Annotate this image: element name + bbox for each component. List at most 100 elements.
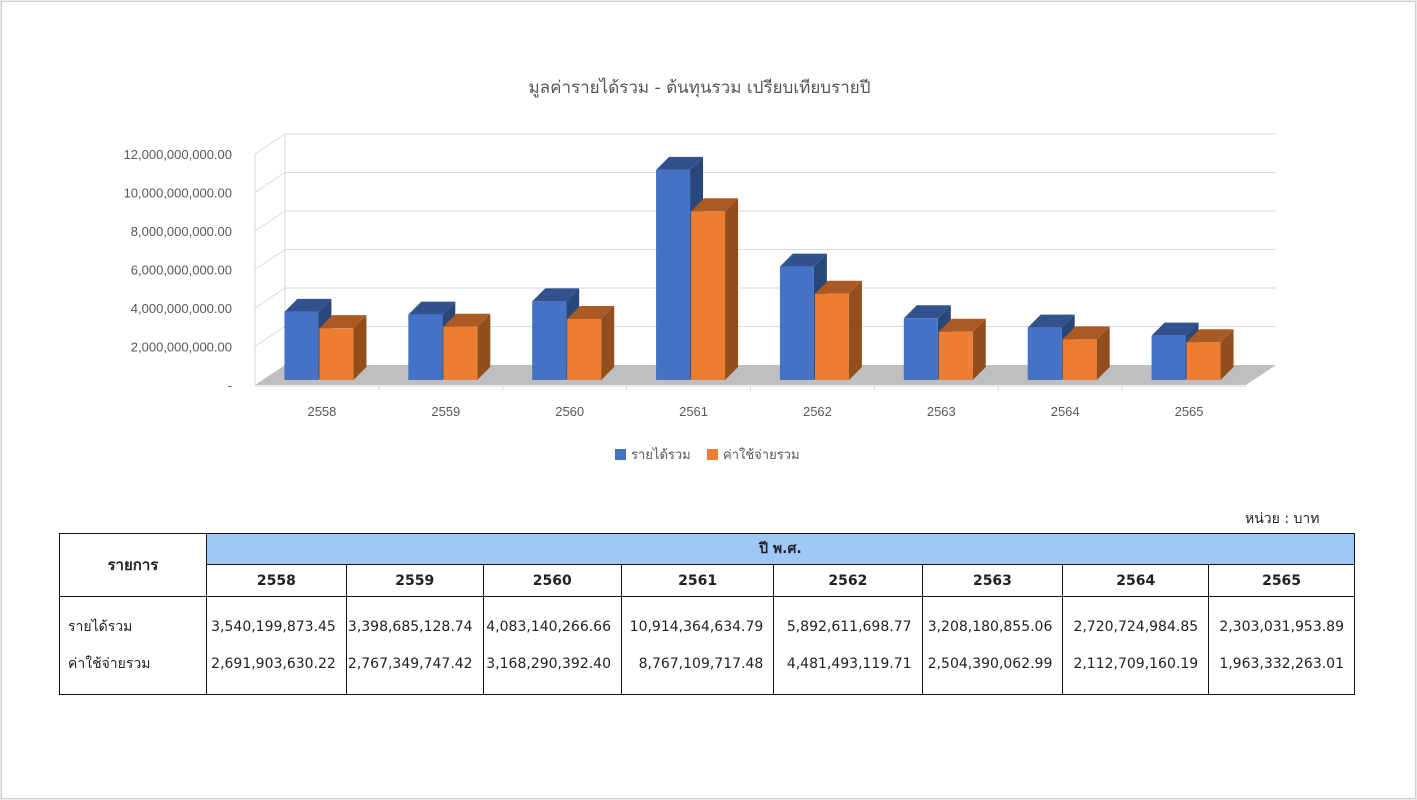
- x-axis-labels: 2558 2559 2560 2561 2562 2563 2564 2565: [307, 386, 1204, 419]
- bar-top: [903, 305, 951, 319]
- item-header: รายการ: [59, 533, 207, 597]
- expense-value: 2,504,390,062.99: [927, 655, 1053, 672]
- legend-swatch: [707, 449, 718, 460]
- y-tick-label: 4,000,000,000.00: [131, 301, 232, 316]
- bar-top: [532, 288, 580, 302]
- revenue-value: 10,914,364,634.79: [629, 618, 764, 635]
- revenue-value: 2,720,724,984.85: [1073, 618, 1199, 635]
- bar: [938, 331, 973, 380]
- y-tick-label: 12,000,000,000.00: [124, 147, 232, 162]
- x-tick-label: 2559: [431, 404, 460, 419]
- bars: [284, 156, 1234, 380]
- x-tick-label: 2558: [307, 404, 336, 419]
- table-cell: 2,303,031,953.89 1,963,332,263.01: [1208, 596, 1355, 695]
- y-tick-label: 8,000,000,000.00: [131, 224, 232, 239]
- gridline: [254, 210, 286, 232]
- bar: [1151, 335, 1186, 380]
- bar: [1062, 339, 1097, 380]
- bar-chart: - 2,000,000,000.00 4,000,000,000.00 6,000,0…: [124, 133, 1276, 463]
- row-label-expense: ค่าใช้จ่ายรวม: [68, 655, 151, 672]
- year-group-header: ปี พ.ศ.: [205, 533, 1356, 565]
- bar-side: [353, 315, 367, 380]
- gridline: [254, 133, 286, 155]
- bar-top: [1062, 326, 1110, 340]
- bar-top: [443, 313, 491, 327]
- legend-label: ค่าใช้จ่ายรวม: [723, 447, 800, 463]
- bar: [319, 328, 354, 380]
- data-table: รายการ ปี พ.ศ. 2558 2559 2560 2561 2562 …: [59, 533, 1356, 695]
- bar-side: [848, 280, 862, 380]
- bar-top: [319, 315, 367, 329]
- bar-side: [972, 318, 986, 380]
- year-header: 2565: [1208, 564, 1355, 597]
- year-header: 2560: [482, 564, 622, 597]
- bar: [443, 326, 478, 380]
- x-tick-label: 2560: [555, 404, 584, 419]
- expense-value: 2,767,349,747.42: [347, 655, 473, 672]
- table-cell: 3,540,199,873.45 2,691,903,630.22: [205, 596, 347, 695]
- table-cell: 5,892,611,698.77 4,481,493,119.71: [773, 596, 923, 695]
- bar: [1027, 327, 1062, 380]
- bar-top: [938, 318, 986, 332]
- x-tick-label: 2565: [1175, 404, 1204, 419]
- bar: [408, 314, 443, 380]
- y-tick-label: 6,000,000,000.00: [131, 263, 232, 278]
- revenue-value: 5,892,611,698.77: [786, 618, 912, 635]
- gridlines: [254, 133, 1276, 385]
- x-tick-label: 2563: [927, 404, 956, 419]
- bar: [656, 169, 691, 380]
- bar: [779, 266, 814, 380]
- gridline: [254, 172, 286, 193]
- gridline: [254, 287, 286, 309]
- bar: [1186, 342, 1221, 380]
- expense-value: 2,112,709,160.19: [1073, 655, 1199, 672]
- table-cell: 10,914,364,634.79 8,767,109,717.48: [620, 596, 775, 695]
- expense-value: 8,767,109,717.48: [638, 655, 764, 672]
- legend-swatch: [615, 449, 626, 460]
- revenue-value: 4,083,140,266.66: [486, 618, 611, 635]
- expense-value: 4,481,493,119.71: [786, 655, 912, 672]
- table-cell: 2,720,724,984.85 2,112,709,160.19: [1062, 596, 1210, 695]
- table-cell: 3,208,180,855.06 2,504,390,062.99: [921, 596, 1064, 695]
- bar: [903, 318, 938, 380]
- bar-top: [567, 306, 615, 320]
- gridline: [254, 249, 286, 270]
- bar-top: [779, 253, 827, 267]
- revenue-value: 3,208,180,855.06: [927, 618, 1053, 635]
- revenue-value: 3,398,685,128.74: [347, 618, 473, 635]
- year-header: 2558: [205, 564, 347, 597]
- revenue-value: 2,303,031,953.89: [1219, 618, 1344, 635]
- y-tick-label: -: [228, 378, 232, 393]
- gridline: [254, 326, 286, 347]
- year-header: 2561: [620, 564, 775, 597]
- x-tick-label: 2561: [679, 404, 708, 419]
- bar-top: [814, 280, 862, 294]
- bar-top: [1186, 329, 1234, 343]
- bar-top: [691, 198, 739, 212]
- table-cell: 3,398,685,128.74 2,767,349,747.42: [345, 596, 484, 695]
- expense-value: 3,168,290,392.40: [486, 655, 611, 672]
- bar: [567, 319, 602, 380]
- x-tick-label: 2562: [803, 404, 832, 419]
- y-axis-labels: - 2,000,000,000.00 4,000,000,000.00 6,000,0…: [124, 147, 232, 393]
- bar-top: [1027, 314, 1075, 328]
- bar-top: [656, 156, 704, 170]
- y-tick-label: 10,000,000,000.00: [124, 186, 232, 201]
- legend-label: รายได้รวม: [631, 447, 691, 463]
- bar-top: [408, 301, 456, 315]
- expense-value: 2,691,903,630.22: [211, 655, 336, 672]
- year-header: 2564: [1062, 564, 1210, 597]
- bar: [814, 293, 849, 380]
- bar-side: [1220, 329, 1234, 380]
- expense-value: 1,963,332,263.01: [1219, 655, 1344, 672]
- bar-side: [725, 198, 739, 380]
- table-cell: 4,083,140,266.66 3,168,290,392.40: [482, 596, 622, 695]
- y-tick-label: 2,000,000,000.00: [131, 340, 232, 355]
- year-header: 2559: [345, 564, 484, 597]
- bar-side: [1096, 326, 1110, 380]
- bar: [691, 211, 726, 380]
- row-labels-cell: รายได้รวม ค่าใช้จ่ายรวม: [59, 596, 207, 695]
- row-label-revenue: รายได้รวม: [68, 618, 133, 635]
- unit-label: หน่วย : บาท: [1245, 511, 1320, 527]
